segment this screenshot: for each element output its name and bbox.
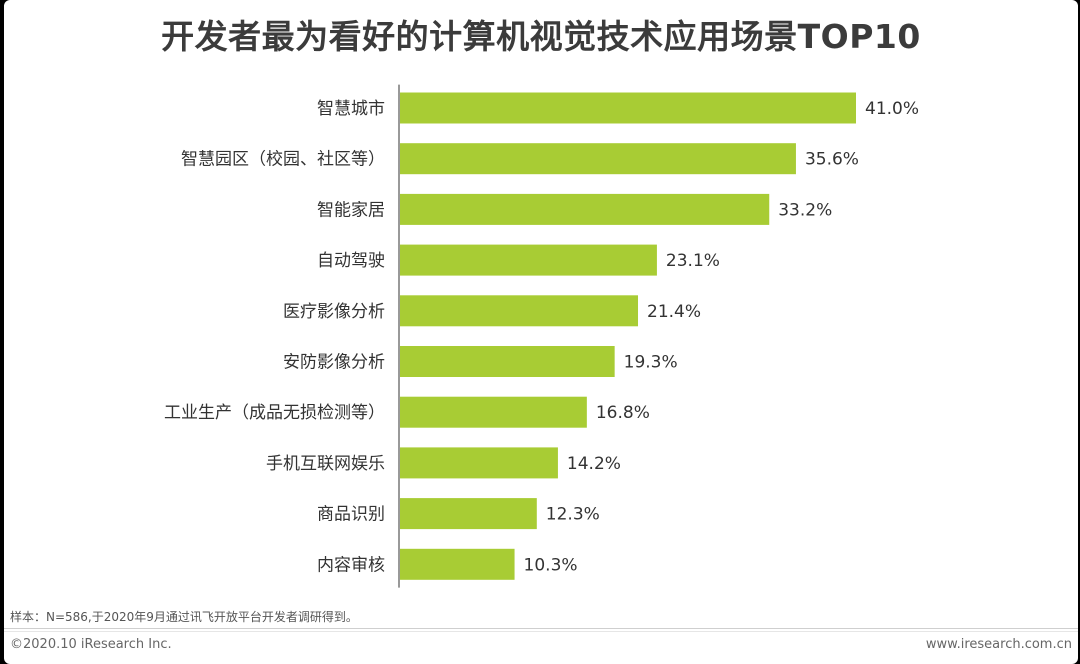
bar	[400, 498, 537, 530]
bar	[400, 193, 770, 225]
value-label: 35.6%	[805, 150, 859, 170]
value-label: 10.3%	[524, 555, 578, 575]
sample-note: 样本：N=586,于2020年9月通过讯飞开放平台开发者调研得到。	[10, 610, 358, 624]
value-label: 33.2%	[778, 200, 832, 220]
footer-divider-secondary	[4, 631, 1078, 632]
chart-title: 开发者最为看好的计算机视觉技术应用场景TOP10	[161, 17, 921, 56]
category-label: 智慧园区（校园、社区等）	[181, 150, 385, 170]
chart-canvas: 开发者最为看好的计算机视觉技术应用场景TOP10 智慧城市 41.0% 智慧园区（校…	[4, 0, 1078, 664]
footer-divider	[4, 628, 1078, 629]
value-label: 12.3%	[546, 505, 600, 525]
bar	[400, 396, 587, 428]
value-label: 19.3%	[624, 353, 678, 373]
category-label: 内容审核	[317, 555, 385, 575]
category-label: 安防影像分析	[283, 353, 385, 373]
bar	[400, 447, 558, 479]
bar	[400, 244, 657, 276]
value-label: 41.0%	[865, 99, 919, 119]
value-label: 21.4%	[647, 302, 701, 322]
value-label: 14.2%	[567, 454, 621, 474]
category-label: 医疗影像分析	[283, 302, 385, 322]
website-url: www.iresearch.com.cn	[925, 637, 1072, 652]
value-label: 16.8%	[596, 403, 650, 423]
bar	[400, 548, 515, 580]
copyright-text: ©2020.10 iResearch Inc.	[10, 637, 172, 652]
bar	[400, 295, 639, 327]
category-label: 商品识别	[317, 505, 385, 525]
category-label: 手机互联网娱乐	[266, 454, 385, 474]
category-label: 自动驾驶	[317, 251, 385, 271]
category-label: 智慧城市	[317, 99, 385, 119]
bar	[400, 143, 796, 175]
category-label: 工业生产（成品无损检测等）	[164, 403, 385, 423]
bar-chart: 智慧城市 41.0% 智慧园区（校园、社区等） 35.6% 智能家居 33.2% 自动驾驶 2…	[164, 84, 919, 588]
bar	[400, 346, 615, 377]
bar	[400, 92, 856, 124]
category-label: 智能家居	[317, 200, 385, 220]
value-label: 23.1%	[666, 251, 720, 271]
